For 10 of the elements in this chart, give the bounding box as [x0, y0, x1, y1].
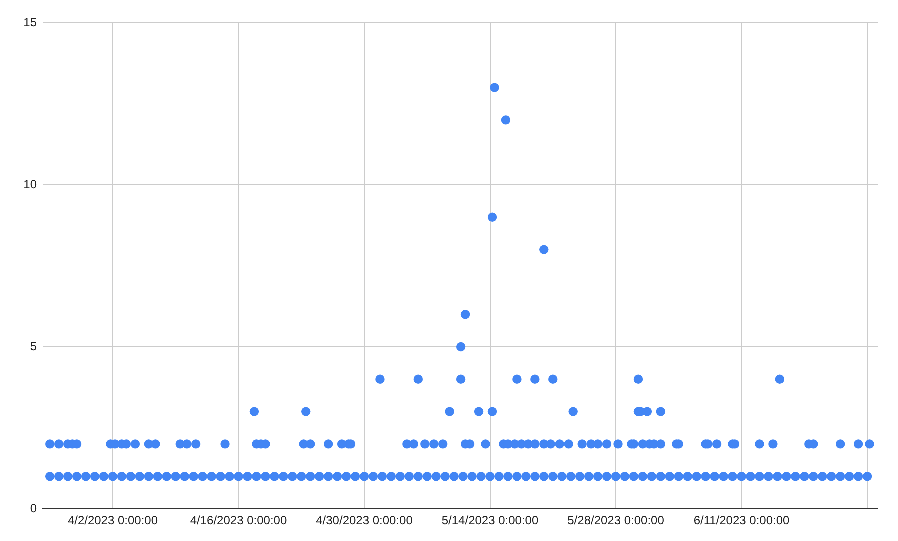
y-tick-label: 5 [30, 339, 38, 354]
x-tick-label: 5/28/2023 0:00:00 [568, 514, 665, 528]
y-tick-label: 10 [24, 177, 38, 192]
x-tick-label: 6/11/2023 0:00:00 [694, 514, 790, 528]
y-tick-label: 0 [30, 501, 38, 516]
x-tick-label: 4/16/2023 0:00:00 [190, 514, 288, 528]
x-tick-label: 5/14/2023 0:00:00 [442, 514, 539, 528]
x-tick-label: 4/2/2023 0:00:00 [68, 514, 158, 528]
y-tick-label: 15 [24, 15, 38, 30]
x-tick-label: 4/30/2023 0:00:00 [316, 514, 414, 528]
